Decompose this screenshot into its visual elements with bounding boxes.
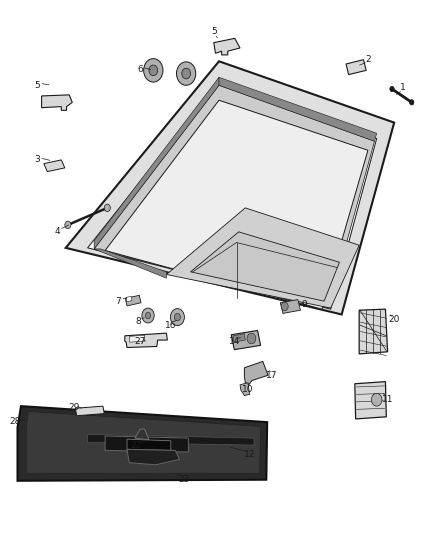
Circle shape (142, 308, 154, 323)
Polygon shape (127, 449, 180, 465)
Circle shape (104, 204, 110, 212)
Text: 27: 27 (134, 337, 146, 345)
Polygon shape (214, 38, 240, 55)
Polygon shape (359, 309, 388, 354)
Polygon shape (94, 77, 219, 249)
Polygon shape (244, 361, 268, 385)
Polygon shape (105, 436, 188, 452)
Polygon shape (219, 77, 377, 141)
Polygon shape (130, 335, 145, 342)
Polygon shape (44, 160, 65, 172)
Polygon shape (88, 434, 254, 445)
Text: 5: 5 (34, 81, 40, 90)
Polygon shape (135, 429, 149, 440)
Text: 4: 4 (54, 228, 60, 236)
Polygon shape (94, 249, 166, 278)
Polygon shape (126, 296, 132, 302)
Polygon shape (94, 85, 374, 308)
Text: 3: 3 (34, 156, 40, 164)
Polygon shape (26, 411, 261, 473)
Text: 20: 20 (389, 316, 400, 324)
Text: 29: 29 (69, 403, 80, 412)
Polygon shape (280, 300, 300, 313)
Text: 22: 22 (130, 441, 141, 449)
Text: 1: 1 (400, 84, 406, 92)
Text: 14: 14 (229, 337, 240, 345)
Text: 23: 23 (178, 475, 190, 484)
Text: 8: 8 (135, 318, 141, 326)
Text: 12: 12 (244, 450, 255, 458)
Circle shape (149, 65, 158, 76)
Text: 17: 17 (266, 372, 277, 380)
Text: 5: 5 (212, 28, 218, 36)
Polygon shape (42, 95, 72, 110)
Polygon shape (166, 208, 359, 308)
Polygon shape (346, 60, 366, 75)
Circle shape (65, 221, 71, 229)
Circle shape (174, 313, 180, 321)
Circle shape (144, 59, 163, 82)
Polygon shape (355, 382, 386, 419)
Circle shape (170, 309, 184, 326)
Circle shape (247, 333, 256, 344)
Text: 10: 10 (242, 385, 253, 393)
Polygon shape (18, 406, 267, 481)
Text: 6: 6 (137, 65, 143, 74)
Polygon shape (127, 439, 171, 450)
Polygon shape (125, 295, 141, 306)
Circle shape (390, 86, 394, 92)
Polygon shape (125, 333, 167, 348)
Polygon shape (88, 83, 377, 309)
Circle shape (182, 68, 191, 79)
Text: 16: 16 (165, 321, 177, 329)
Polygon shape (75, 406, 104, 416)
Text: 7: 7 (115, 297, 121, 305)
Text: 9: 9 (301, 301, 307, 309)
Polygon shape (231, 330, 261, 350)
Circle shape (410, 100, 414, 105)
Polygon shape (240, 383, 250, 395)
Polygon shape (105, 100, 368, 309)
Polygon shape (66, 61, 394, 314)
Polygon shape (191, 232, 339, 301)
Text: 11: 11 (382, 395, 393, 404)
Text: 2: 2 (365, 55, 371, 64)
Circle shape (145, 312, 151, 319)
Text: 28: 28 (10, 417, 21, 425)
Circle shape (371, 393, 382, 406)
Circle shape (177, 62, 196, 85)
Polygon shape (233, 334, 245, 342)
Circle shape (281, 302, 288, 311)
